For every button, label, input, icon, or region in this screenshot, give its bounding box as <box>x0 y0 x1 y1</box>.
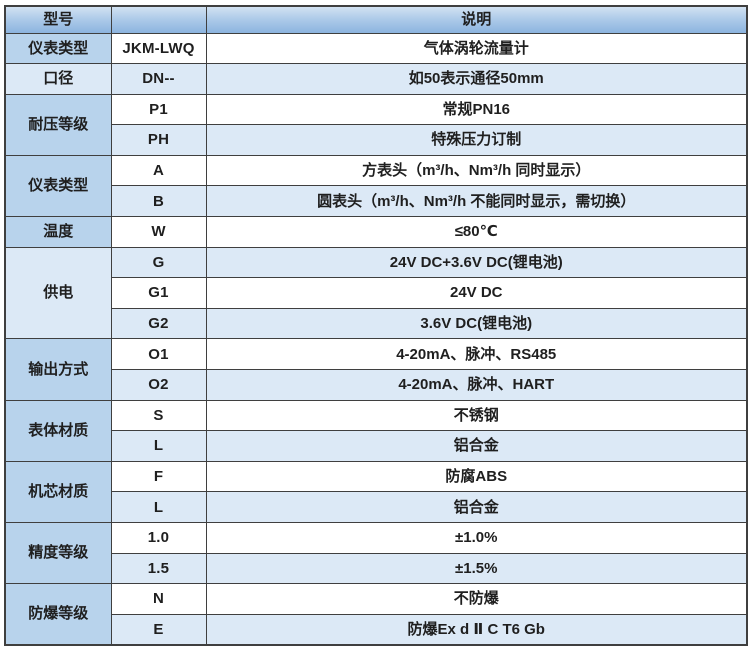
description-cell: 24V DC <box>205 277 748 309</box>
code-cell: B <box>110 185 207 218</box>
description-cell: 防爆Ex d Ⅱ C T6 Gb <box>205 613 748 646</box>
table-row: 机芯材质 F 防腐ABS <box>4 460 748 524</box>
description-cell: ≤80℃ <box>205 216 748 248</box>
description-cell: 铝合金 <box>205 430 748 462</box>
code-cell: A <box>110 154 207 187</box>
code-cell: G <box>110 246 207 279</box>
code-cell: S <box>110 399 207 432</box>
code-cell: N <box>110 583 207 615</box>
table-row: B 圆表头（m³/h、Nm³/h 不能同时显示，需切换） <box>5 185 748 218</box>
description-cell: 不防爆 <box>205 583 748 615</box>
description-cell: ±1.5% <box>205 552 748 585</box>
spec-table: 型号 说明 仪表类型 JKM-LWQ 气体涡轮流量计 口径 DN-- 如50表示通径50m… <box>4 5 748 646</box>
code-cell: DN-- <box>110 63 207 95</box>
table-row: 口径 DN-- 如50表示通径50mm <box>4 63 748 95</box>
category-cell: 温度 <box>4 216 112 248</box>
category-cell: 口径 <box>4 63 112 95</box>
table-row: O2 4-20mA、脉冲、HART <box>5 369 748 401</box>
header-row: 型号 说明 <box>4 5 748 34</box>
code-cell: 1.0 <box>110 522 207 554</box>
code-cell: E <box>110 613 207 646</box>
code-cell: P1 <box>110 93 207 126</box>
header-model: 型号 <box>4 5 112 34</box>
spec-table-body: 仪表类型 JKM-LWQ 气体涡轮流量计 口径 DN-- 如50表示通径50mm 耐压等级 P… <box>4 32 748 646</box>
category-cell: 仪表类型 <box>4 32 112 65</box>
category-cell: 表体材质 <box>4 399 112 462</box>
code-cell: G1 <box>110 277 207 309</box>
category-cell: 防爆等级 <box>4 583 112 646</box>
table-row: G1 24V DC <box>5 277 748 309</box>
description-cell: 4-20mA、脉冲、HART <box>205 369 748 401</box>
table-row: 仪表类型 JKM-LWQ 气体涡轮流量计 <box>4 32 748 65</box>
category-cell: 耐压等级 <box>4 93 112 156</box>
code-cell: L <box>110 491 207 523</box>
table-row: L 铝合金 <box>5 491 748 523</box>
code-cell: PH <box>110 124 207 156</box>
description-cell: 3.6V DC(锂电池) <box>205 307 748 340</box>
description-cell: 常规PN16 <box>205 93 748 126</box>
table-row: G2 3.6V DC(锂电池) <box>5 307 748 340</box>
table-row: 1.5 ±1.5% <box>5 552 748 585</box>
description-cell: 方表头（m³/h、Nm³/h 同时显示） <box>205 154 748 187</box>
category-cell: 精度等级 <box>4 521 112 585</box>
table-row: 输出方式 O1 4-20mA、脉冲、RS485 <box>4 338 748 401</box>
spec-table-header: 型号 说明 <box>4 5 748 34</box>
category-cell: 供电 <box>4 246 112 340</box>
code-cell: O1 <box>110 338 207 371</box>
category-cell: 机芯材质 <box>4 460 112 524</box>
description-cell: 铝合金 <box>205 491 748 523</box>
code-cell: W <box>110 216 207 248</box>
description-cell: 防腐ABS <box>205 460 748 493</box>
description-cell: 圆表头（m³/h、Nm³/h 不能同时显示，需切换） <box>205 185 748 218</box>
category-cell: 仪表类型 <box>4 154 112 218</box>
table-row: PH 特殊压力订制 <box>5 124 748 156</box>
code-cell: O2 <box>110 369 207 401</box>
code-cell: L <box>110 430 207 462</box>
table-row: L 铝合金 <box>5 430 748 462</box>
description-cell: 气体涡轮流量计 <box>205 32 748 65</box>
header-code <box>110 5 207 34</box>
table-row: 仪表类型 A 方表头（m³/h、Nm³/h 同时显示） <box>4 154 748 218</box>
table-row: 精度等级 1.0 ±1.0% <box>4 521 748 585</box>
description-cell: 不锈钢 <box>205 399 748 432</box>
description-cell: 特殊压力订制 <box>205 124 748 156</box>
table-row: 防爆等级 N 不防爆 <box>4 583 748 646</box>
table-row: 表体材质 S 不锈钢 <box>4 399 748 462</box>
header-description: 说明 <box>205 5 748 34</box>
code-cell: G2 <box>110 307 207 340</box>
description-cell: ±1.0% <box>205 522 748 554</box>
table-row: 供电 G 24V DC+3.6V DC(锂电池) <box>4 246 748 340</box>
table-row: 耐压等级 P1 常规PN16 <box>4 93 748 156</box>
code-cell: 1.5 <box>110 552 207 585</box>
description-cell: 如50表示通径50mm <box>205 63 748 95</box>
description-cell: 4-20mA、脉冲、RS485 <box>205 338 748 371</box>
code-cell: F <box>110 460 207 493</box>
table-row: 温度 W ≤80℃ <box>4 216 748 248</box>
category-cell: 输出方式 <box>4 338 112 401</box>
code-cell: JKM-LWQ <box>110 32 207 65</box>
description-cell: 24V DC+3.6V DC(锂电池) <box>205 246 748 279</box>
table-row: E 防爆Ex d Ⅱ C T6 Gb <box>5 613 748 646</box>
